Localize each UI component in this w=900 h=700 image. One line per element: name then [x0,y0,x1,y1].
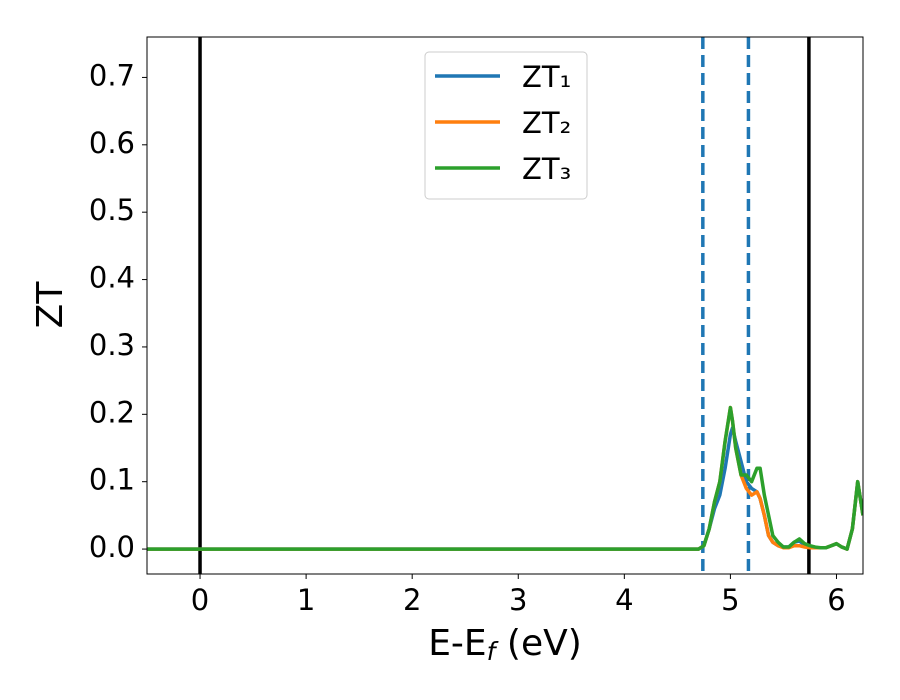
legend-box [424,51,588,200]
y-tick-label: 0.5 [89,193,135,227]
y-tick-label: 0.4 [89,261,135,295]
x-tick-label: 0 [191,583,209,617]
legend-label: ZT₁ [522,60,571,94]
y-tick-label: 0.2 [89,395,135,429]
legend: ZT₁ ZT₂ ZT₃ [424,51,588,200]
legend-label: ZT₂ [522,106,571,140]
legend-label: ZT₃ [522,152,571,186]
y-tick-label: 0.7 [89,58,135,92]
x-tick-label: 5 [721,583,739,617]
x-label-rest: (eV) [495,623,581,664]
x-tick-label: 3 [509,583,527,617]
x-tick-label: 4 [615,583,633,617]
y-tick-label: 0.1 [89,463,135,497]
x-label-main: E-E [428,623,486,664]
x-tick-label: 1 [297,583,315,617]
y-tick-label: 0.6 [89,126,135,160]
series-line [147,405,863,551]
plot-frame [146,36,864,575]
x-tick-label: 2 [403,583,421,617]
y-tick-label: 0.0 [89,530,135,564]
x-axis-label: E-Ef (eV) [428,623,582,666]
y-tick-label: 0.3 [89,328,135,362]
series-line [147,405,863,551]
y-axis-label: ZT [30,281,71,329]
plot-area [147,37,863,574]
series-line [147,426,863,551]
x-tick-label: 6 [827,583,845,617]
